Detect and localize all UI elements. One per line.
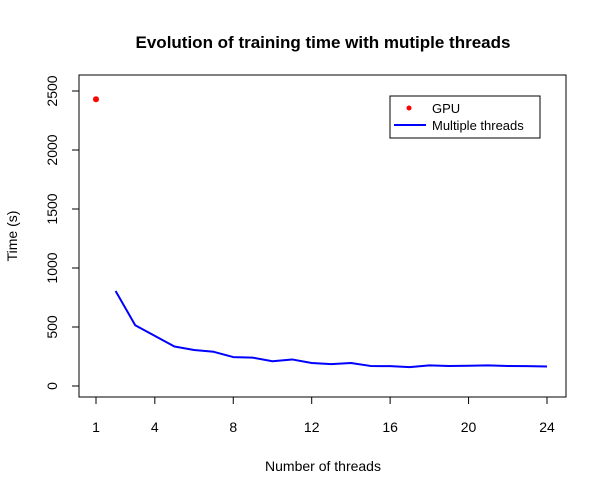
gpu-point bbox=[93, 96, 99, 103]
y-axis-label: Time (s) bbox=[4, 211, 20, 262]
y-tick-label: 1000 bbox=[44, 252, 60, 283]
y-tick-label: 2000 bbox=[44, 134, 60, 165]
x-axis-label: Number of threads bbox=[265, 458, 381, 474]
x-tick-label: 4 bbox=[151, 419, 159, 435]
series-layer bbox=[93, 96, 548, 369]
y-tick-label: 2500 bbox=[44, 75, 60, 106]
y-tick-label: 1500 bbox=[44, 193, 60, 224]
x-axis: 1 4 8 12 16 20 24 bbox=[92, 396, 555, 435]
chart-title: Evolution of training time with mutiple … bbox=[136, 33, 511, 52]
legend-gpu-marker bbox=[406, 105, 412, 111]
y-axis: 0 500 1000 1500 2000 2500 bbox=[44, 75, 80, 390]
x-tick-label: 1 bbox=[92, 419, 100, 435]
x-tick-label: 8 bbox=[229, 419, 237, 435]
x-tick-label: 16 bbox=[382, 419, 398, 435]
series-line-multiple-threads bbox=[114, 290, 548, 369]
legend-gpu-label: GPU bbox=[432, 101, 460, 116]
x-tick-label: 24 bbox=[539, 419, 555, 435]
x-tick-label: 20 bbox=[461, 419, 477, 435]
legend-box bbox=[389, 95, 541, 139]
legend-threads-label: Multiple threads bbox=[432, 118, 524, 133]
y-tick-label: 500 bbox=[44, 315, 60, 339]
y-tick-label: 0 bbox=[44, 382, 60, 390]
x-tick-label: 12 bbox=[304, 419, 320, 435]
legend: GPU Multiple threads bbox=[389, 95, 541, 139]
